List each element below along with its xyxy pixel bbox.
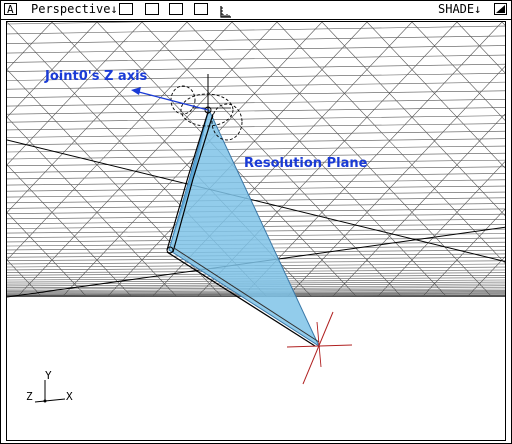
ruler-icon[interactable] xyxy=(220,3,232,18)
ik-target-cross[interactable] xyxy=(286,311,353,385)
resolution-plane[interactable] xyxy=(168,108,321,348)
z-axis-annotation: Joint0's Z axis xyxy=(45,69,148,84)
viewport-menubar: A Perspective↓ SHADE↓ xyxy=(1,1,511,20)
scene-canvas xyxy=(7,22,505,403)
axis-y-label: Y xyxy=(45,369,52,382)
corner-button[interactable]: A xyxy=(4,3,17,16)
perspective-viewport[interactable]: Joint0's Z axis Resolution Plane Y Z X xyxy=(6,21,506,441)
corner-label: A xyxy=(7,3,14,16)
layout-single-icon[interactable] xyxy=(119,3,133,15)
joint0-manipulator[interactable] xyxy=(131,74,243,141)
layout-split-vertical-icon[interactable] xyxy=(169,3,183,15)
axis-x-label: X xyxy=(66,390,73,403)
maximize-icon[interactable] xyxy=(494,3,507,15)
reference-line xyxy=(7,139,505,263)
view-axes-indicator xyxy=(34,380,66,403)
perspective-menu[interactable]: Perspective↓ xyxy=(31,2,118,16)
layout-quad-icon[interactable] xyxy=(194,3,208,15)
resolution-plane-annotation: Resolution Plane xyxy=(244,156,368,171)
layout-split-horizontal-icon[interactable] xyxy=(145,3,159,15)
shade-menu[interactable]: SHADE↓ xyxy=(438,2,482,16)
resolution-plane-shade xyxy=(169,110,209,250)
joint-chain[interactable] xyxy=(166,111,320,347)
axis-z-label: Z xyxy=(26,390,33,403)
